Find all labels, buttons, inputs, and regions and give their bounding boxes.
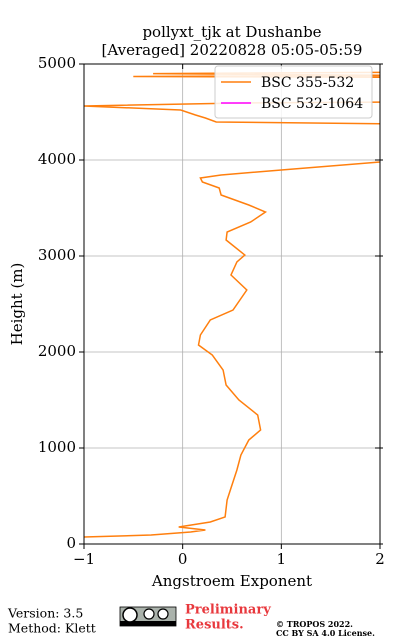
chart-subtitle: [Averaged] 20220828 05:05-05:59 xyxy=(102,41,363,59)
cc-logo xyxy=(119,606,177,627)
x-axis-label: Angstroem Exponent xyxy=(151,572,312,590)
plot-frame xyxy=(83,63,381,545)
method: Method: Klett xyxy=(8,621,96,636)
chart-title: pollyxt_tjk at Dushanbe xyxy=(142,23,321,41)
legend-label: BSC 532-1064 xyxy=(261,96,363,112)
y-tick-label: 3000 xyxy=(38,246,76,264)
license: CC BY SA 4.0 License. xyxy=(276,628,375,638)
legend-box xyxy=(214,65,373,119)
y-tick-label: 0 xyxy=(66,534,76,552)
legend-label: BSC 355-532 xyxy=(261,75,354,91)
x-tick-label: 0 xyxy=(178,550,188,568)
y-tick-label: 1000 xyxy=(38,438,76,456)
y-tick-label: 4000 xyxy=(38,150,76,168)
version: Version: 3.5 xyxy=(7,606,83,621)
x-tick-label: 1 xyxy=(277,550,287,568)
x-tick-label: −1 xyxy=(73,550,95,568)
y-tick-label: 2000 xyxy=(38,342,76,360)
series-line xyxy=(84,71,380,538)
y-axis-label: Height (m) xyxy=(8,263,26,346)
x-tick-label: 2 xyxy=(375,550,385,568)
preliminary: Results. xyxy=(185,618,244,633)
y-tick-label: 5000 xyxy=(38,54,76,72)
preliminary: Preliminary xyxy=(185,603,271,618)
copyright: © TROPOS 2022. xyxy=(276,619,353,629)
